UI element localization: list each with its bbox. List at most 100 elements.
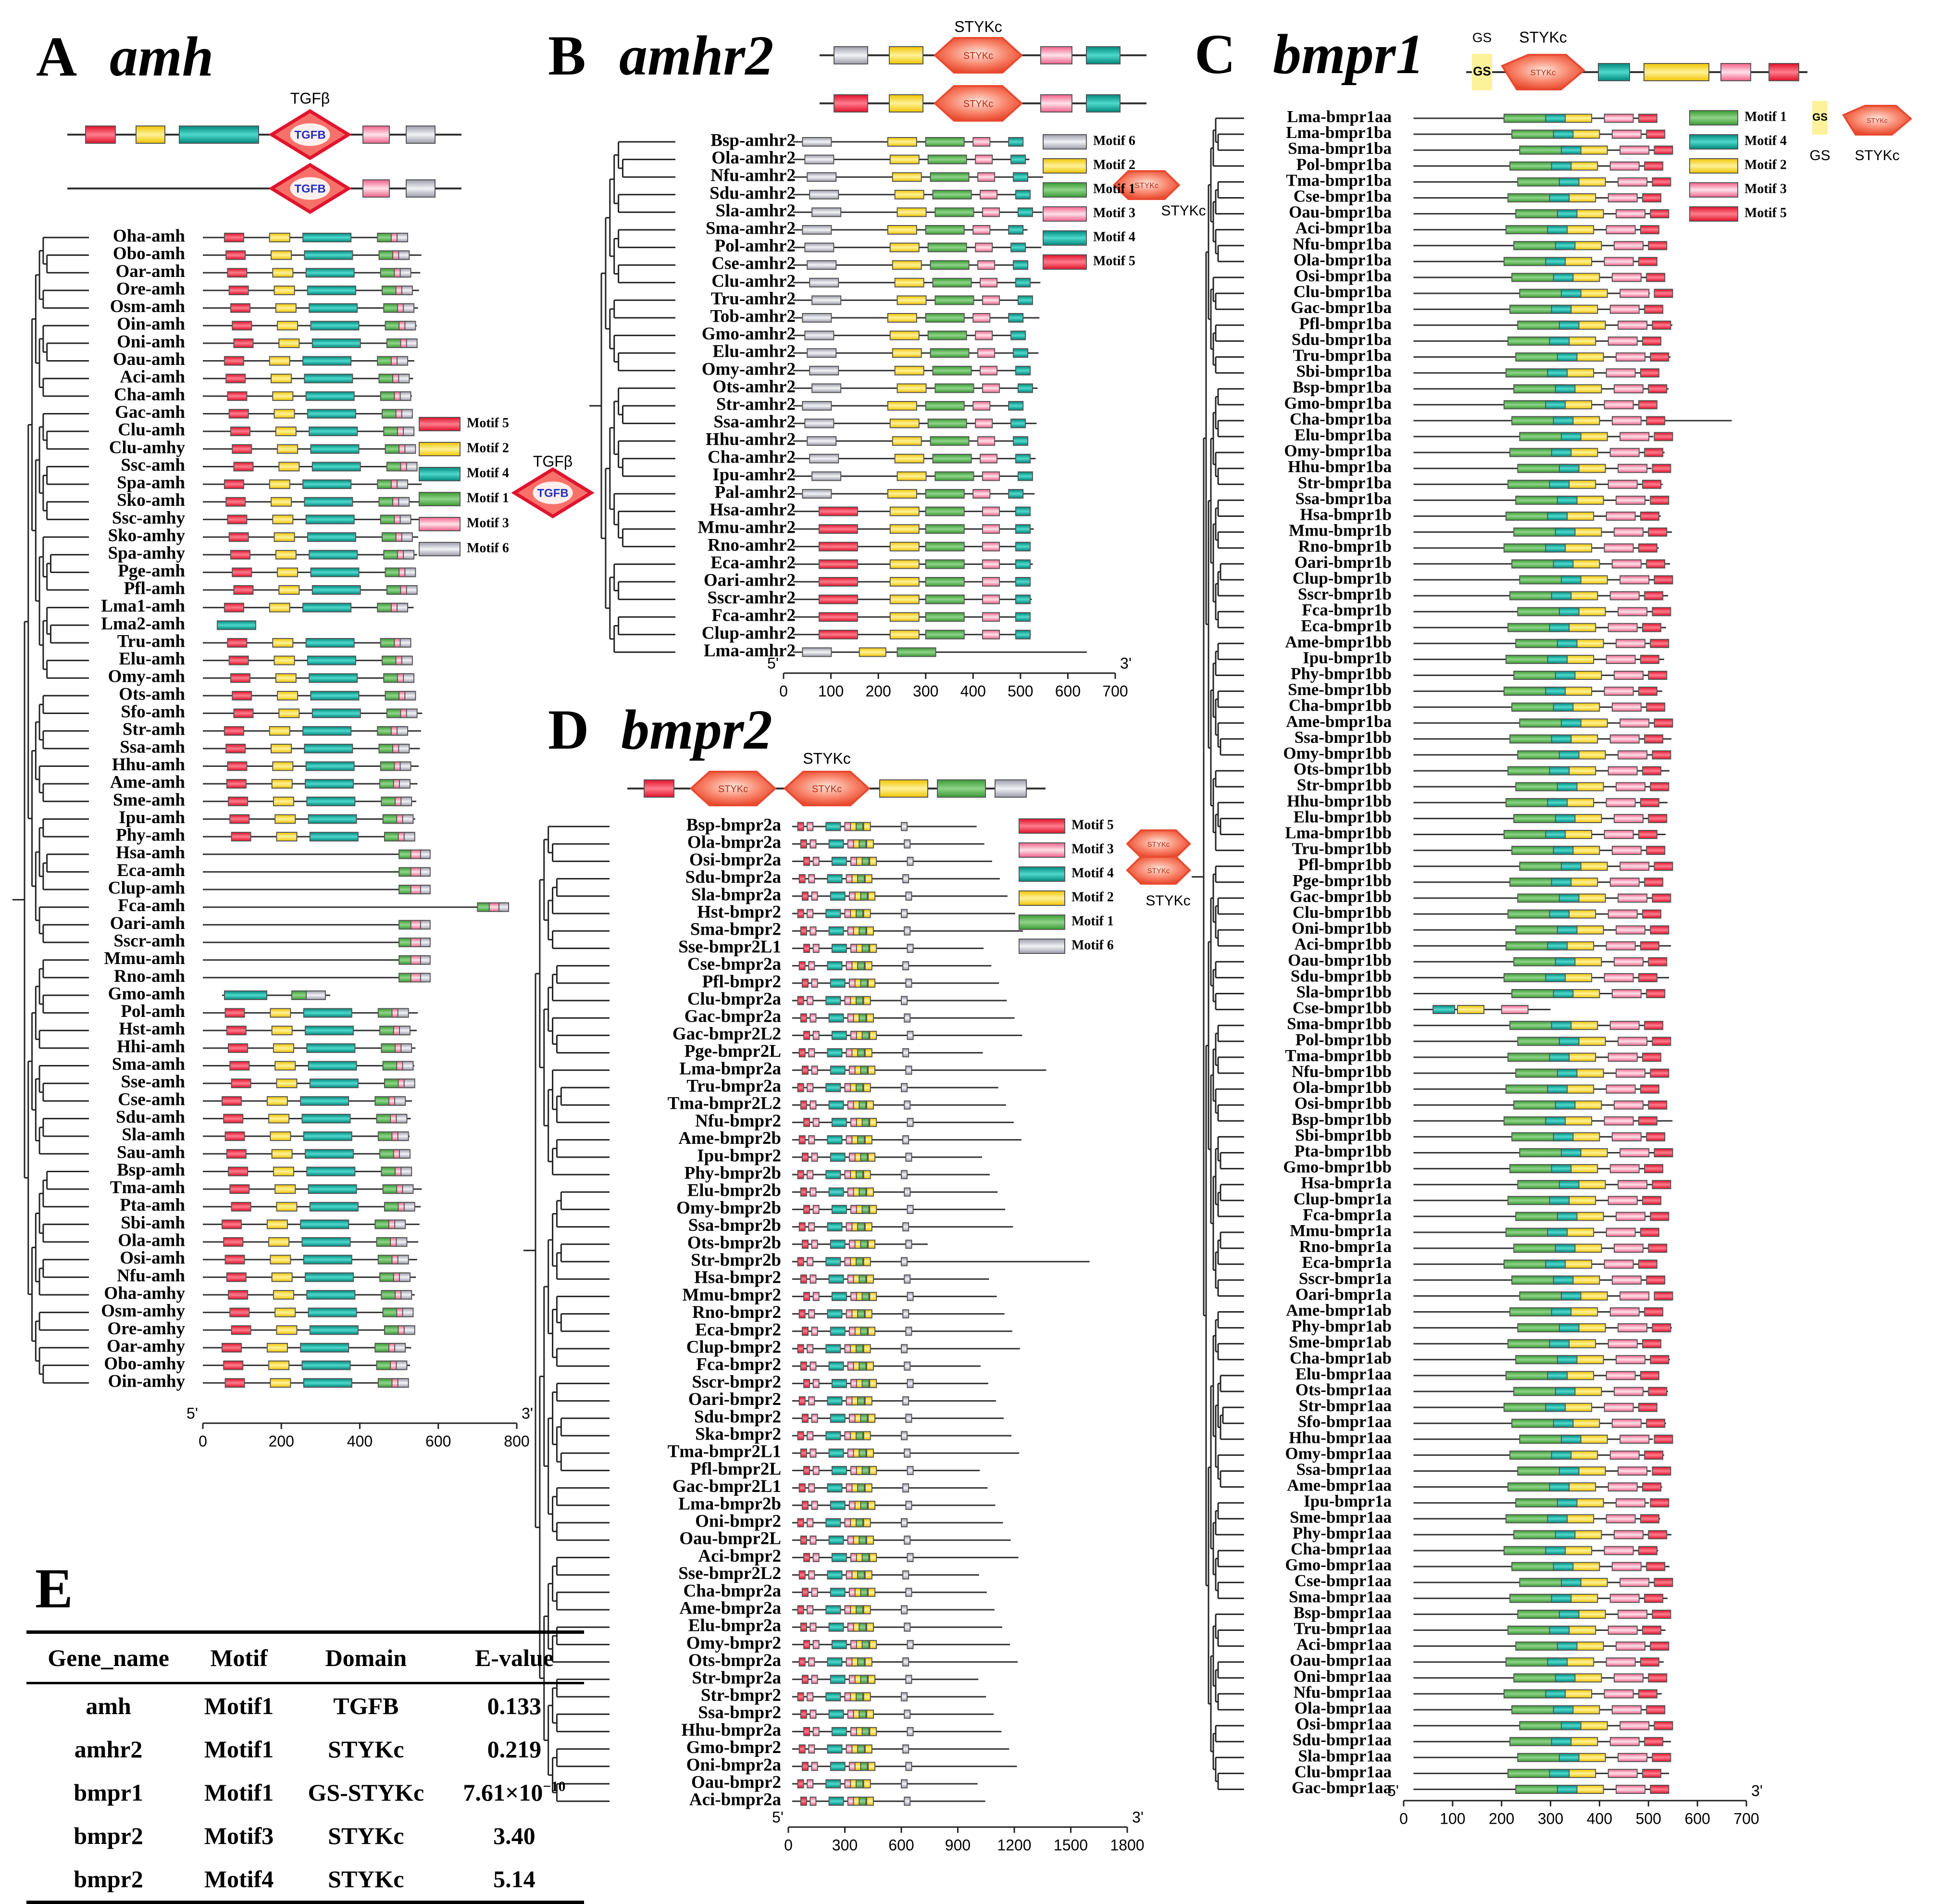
motif-4-box [1015,541,1031,551]
cell-gene: amh [86,1692,131,1719]
motif-1-box [856,1344,863,1353]
table-header-row: Gene_name Motif Domain E-value [26,1632,584,1683]
motif-5-box [1654,718,1673,728]
motif-2-box [897,207,927,217]
motif-4-box [1549,623,1570,632]
motif-4-box [303,1008,352,1018]
motif-4-box [1015,612,1031,622]
motif-4-box [1017,471,1033,481]
bmpr1-species-label: Ots-bmpr1aa [1295,1380,1392,1399]
motif-4-box [1551,591,1572,601]
motif-3-box [975,330,993,340]
motif-2-box [863,1170,871,1179]
bmpr1-styk-domain [1501,54,1586,90]
motif-3-box [982,471,1000,481]
motif-6-box [904,839,911,849]
motif-5-box [1650,1068,1669,1078]
amh-legend-label: Motif 3 [467,515,509,530]
bmpr1-species-label: Ola-bmpr1bb [1293,1078,1392,1097]
motif-5-box [801,1240,809,1249]
motif-2-box [868,1327,876,1336]
bmpr2-species-label: Ssa-bmpr2 [698,1703,781,1723]
motif-2-box [1572,129,1600,139]
motif-3-box [807,996,814,1005]
amhr2-species-label: Omy-amhr2 [702,359,796,379]
motif-6-box [404,690,416,701]
motif-3-box [807,1605,814,1615]
motif-2-box [1576,209,1604,219]
motif-5-box [1640,512,1659,521]
panel-e-letter: E [35,1557,73,1620]
motif-6-box [907,1378,914,1388]
motif-6-box [904,1361,911,1371]
motif-3-box [811,1240,818,1249]
bmpr2-species-label: Osi-bmpr2a [689,850,781,870]
motif-6-box [904,1622,911,1632]
amh-species-label: Ame-amh [110,773,186,792]
motif-1-box [925,629,965,639]
motif-5-box [801,1152,809,1162]
amh-species-label: Oari-amh [110,914,186,933]
bmpr2-species-label: Omy-bmpr2b [676,1198,781,1218]
table-row: amhr2 Motif1 STYKc 0.219 [26,1728,584,1771]
motif-6-box [397,233,409,242]
motif-2-box [1565,400,1593,410]
motif-1-box [860,1414,868,1423]
motif-2-box [1580,1148,1608,1157]
motif-4-box [311,708,361,718]
amh-schematic-motif-4 [179,125,259,144]
motif-6-box [420,867,431,877]
amh-species-label: Ipu-amh [119,808,185,827]
motif-6-box [902,1309,909,1319]
motif-2-box [1567,225,1594,235]
motif-6-box [809,453,839,463]
bmpr2-species-label: Ska-bmpr2 [695,1424,781,1444]
amh-tick-label: 600 [425,1432,451,1450]
motif-5-box [798,1048,806,1058]
motif-2-box [1565,257,1593,266]
motif-5-box [1646,1275,1666,1285]
motif-4-box [1015,577,1031,587]
motif-2-box [868,1065,876,1075]
motif-1-box [861,1640,870,1649]
cell-evalue: 0.219 [487,1736,542,1763]
motif-3-box [812,943,820,953]
motif-5-box [1648,241,1668,251]
motif-5-box [798,1309,806,1319]
motif-4-box [1549,193,1570,202]
motif-5-box [1646,1418,1666,1428]
bmpr1-species-label: Cha-bmpr1aa [1291,1540,1392,1558]
motif-6-box [809,365,839,376]
motif-3-box [972,225,991,235]
bmpr2-species-label: Oau-bmpr2L [679,1529,781,1549]
bmpr2-legend-swatch [1019,914,1065,930]
motif-5-box [228,285,249,295]
motif-2-box [897,383,927,393]
motif-4-box [307,655,356,665]
bmpr1-legend-swatch [1689,134,1738,150]
motif-6-box [400,1043,412,1053]
motif-6-box [902,1135,909,1145]
amh-species-label: Str-amh [123,720,186,739]
motif-4-box [1015,594,1031,604]
motif-5-box [797,1170,804,1179]
motif-4-box [303,1378,352,1388]
bmpr1-species-label: Omy-bmpr1aa [1285,1444,1392,1463]
motif-5-box [1650,1498,1669,1508]
amh-tgfb-domain-1-core [290,123,330,146]
motif-4-box [1557,782,1578,791]
motif-5-box [233,708,254,718]
motif-4-box [1553,559,1574,569]
motif-4-box [1432,1005,1456,1015]
motif-6-box [907,1291,914,1301]
motif-1-box [930,172,970,182]
motif-3-box [1616,1212,1646,1221]
motif-2-box [273,1166,294,1177]
motif-3-box [812,1204,820,1214]
motif-4-box [1560,432,1582,441]
motif-4-box [825,1083,841,1092]
motif-6-box [907,1727,914,1736]
bmpr1-tick-label: 600 [1684,1810,1710,1827]
motif-1-box [925,401,965,411]
motif-3-box [807,1518,814,1528]
